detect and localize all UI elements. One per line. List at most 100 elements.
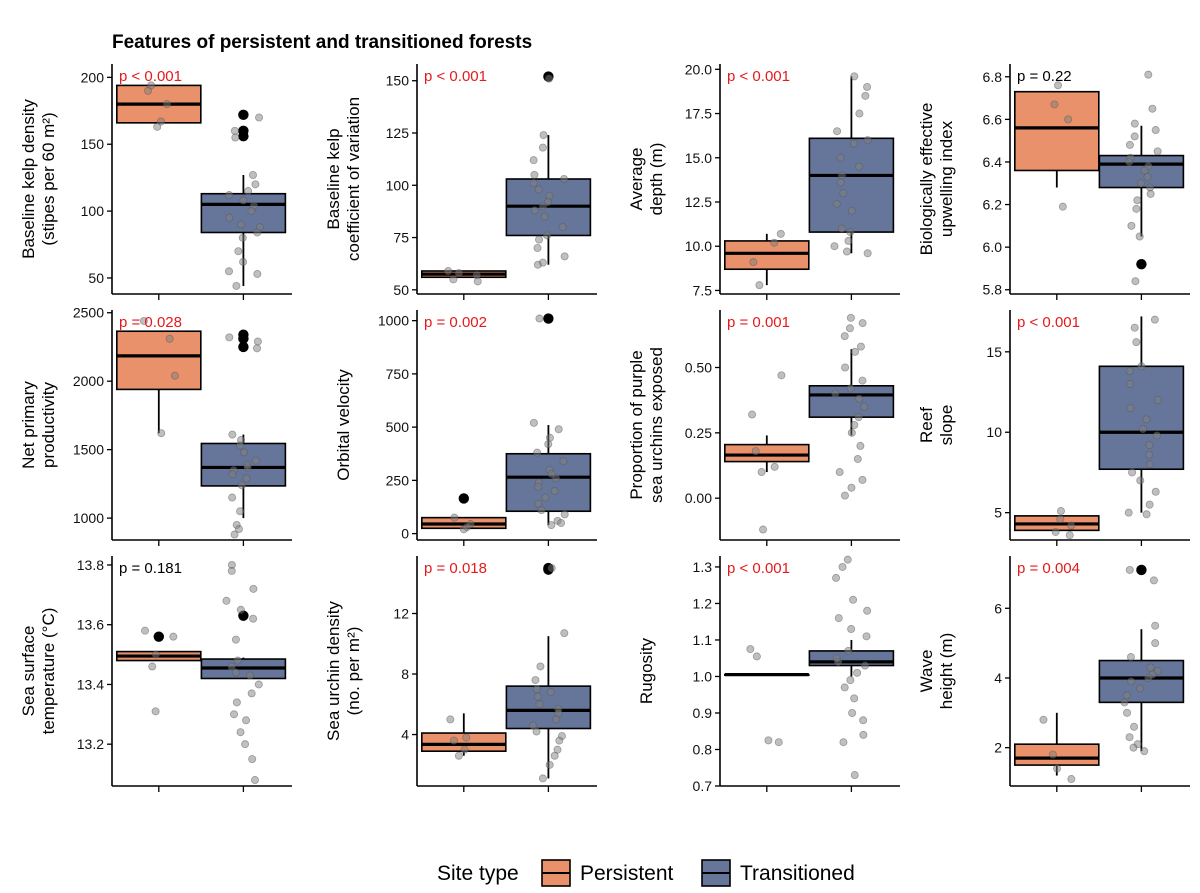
p-value-label: p < 0.001: [727, 560, 790, 577]
jitter-point: [746, 645, 755, 654]
group-persistent: [420, 266, 507, 300]
jitter-point: [532, 685, 541, 694]
legend: Site type Persistent Transitioned: [437, 859, 855, 887]
jitter-point: [162, 100, 171, 109]
jitter-point: [1137, 362, 1146, 371]
group-persistent: [116, 81, 202, 300]
jitter-point: [1126, 653, 1135, 662]
jitter-point: [1125, 733, 1134, 742]
y-tick-label: 6.6: [983, 111, 1003, 127]
jitter-point: [856, 342, 865, 351]
jitter-point: [853, 668, 862, 677]
jitter-point: [249, 584, 258, 593]
jitter-point: [148, 662, 157, 671]
jitter-point: [847, 428, 856, 437]
y-axis-label: temperature (°C): [39, 608, 58, 735]
jitter-point: [847, 625, 856, 634]
jitter-point: [850, 420, 859, 429]
jitter-point: [541, 493, 550, 502]
y-tick-label: 17.5: [685, 106, 712, 122]
jitter-point: [1148, 104, 1157, 113]
jitter-point: [151, 707, 160, 716]
y-tick-label: 1000: [73, 510, 104, 526]
jitter-point: [751, 447, 760, 456]
jitter-point: [454, 751, 463, 760]
jitter-point: [560, 252, 569, 261]
jitter-point: [153, 122, 162, 131]
jitter-point: [545, 74, 554, 83]
jitter-point: [861, 661, 870, 670]
jitter-point: [843, 555, 852, 564]
jitter-point: [1143, 172, 1152, 181]
jitter-point: [757, 468, 766, 477]
y-tick-label: 5.8: [983, 282, 1003, 298]
jitter-point: [253, 228, 262, 237]
y-tick-label: 4: [994, 670, 1002, 686]
group-persistent: [116, 626, 202, 792]
y-tick-label: 13.2: [77, 736, 104, 752]
panel-9: 13.2 13.4 13.6 13.8 Sea surface temperature (…: [19, 556, 292, 792]
jitter-point: [748, 410, 757, 419]
jitter-point: [228, 493, 237, 502]
y-tick-label: 125: [386, 125, 410, 141]
panel-12: 2 4 6 Wave height (m) p = 0.004: [917, 556, 1190, 792]
y-axis-label: (stipes per 60 m²): [39, 112, 58, 245]
jitter-point: [1067, 775, 1076, 784]
jitter-point: [764, 736, 773, 745]
jitter-point: [251, 180, 260, 189]
jitter-point: [532, 727, 541, 736]
jitter-point: [551, 474, 560, 483]
jitter-point: [1130, 119, 1139, 128]
box-transitioned: [1098, 365, 1185, 471]
jitter-point: [560, 510, 569, 519]
jitter-point: [450, 513, 459, 522]
jitter-point: [1145, 441, 1154, 450]
group-transitioned: [1098, 564, 1185, 792]
jitter-point: [473, 277, 482, 286]
jitter-point: [231, 133, 240, 142]
jitter-point: [540, 212, 549, 221]
group-transitioned: [200, 109, 287, 300]
y-tick-label: 100: [81, 203, 105, 219]
jitter-point: [749, 258, 758, 267]
jitter-point: [846, 228, 855, 237]
jitter-point: [851, 347, 860, 356]
jitter-point: [1126, 379, 1135, 388]
jitter-point: [860, 402, 869, 411]
y-axis-label: Baseline kelp density: [19, 99, 38, 259]
y-tick-label: 6.0: [983, 239, 1003, 255]
panel-2: 50 75 100 125 150 Baseline kelp coefficient of…: [324, 64, 597, 300]
jitter-point: [1149, 576, 1158, 585]
jitter-point: [1150, 315, 1159, 324]
jitter-point: [1125, 157, 1134, 166]
jitter-point: [856, 441, 865, 450]
jitter-point: [1133, 196, 1142, 205]
jitter-point: [244, 187, 253, 196]
jitter-point: [227, 662, 236, 671]
group-persistent: [723, 645, 810, 792]
jitter-point: [849, 139, 858, 148]
jitter-point: [228, 470, 237, 479]
box-transitioned: [1098, 659, 1185, 704]
panel-10: 4 8 12 Sea urchin density (no. per m²) p = 0.…: [324, 556, 597, 792]
p-value-label: p = 0.22: [1017, 68, 1072, 85]
jitter-point: [1146, 663, 1155, 672]
jitter-point: [834, 614, 843, 623]
y-tick-label: 0.00: [685, 490, 712, 506]
y-tick-label: 0.7: [693, 778, 713, 794]
jitter-point: [846, 384, 855, 393]
y-axis-label: Baseline kelp: [324, 128, 343, 229]
jitter-point: [1054, 81, 1063, 90]
jitter-point: [1120, 698, 1129, 707]
jitter-point: [233, 656, 242, 665]
y-axis-label: coefficient of variation: [344, 97, 363, 261]
jitter-point: [239, 448, 248, 457]
panel-1: 50 100 150 200 Baseline kelp density (stipes …: [19, 64, 292, 300]
jitter-point: [538, 774, 547, 783]
y-tick-label: 1500: [73, 442, 104, 458]
jitter-point: [1130, 722, 1139, 731]
jitter-point: [236, 605, 245, 614]
jitter-point: [1127, 221, 1136, 230]
jitter-point: [538, 202, 547, 211]
